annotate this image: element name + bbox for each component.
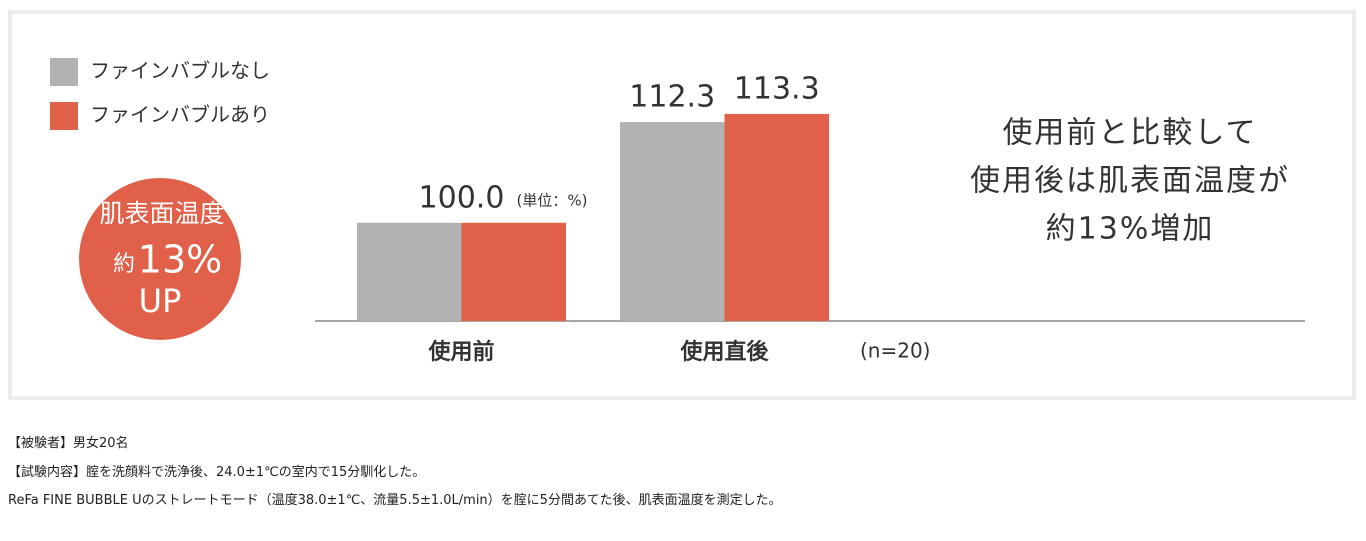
- legend-label: ファインバブルあり: [90, 103, 270, 127]
- x-tick-label: 使用前: [427, 339, 494, 365]
- x-tick-label: 使用直後: [679, 339, 769, 365]
- value-label: 113.3: [734, 71, 820, 106]
- sample-note: (n=20): [860, 339, 931, 363]
- annotation: 使用後は肌表面温度が: [970, 164, 1290, 199]
- bar: [620, 122, 725, 321]
- badge: [79, 178, 241, 340]
- legend-label: ファインバブルなし: [90, 59, 270, 83]
- unit-label: (単位：%): [517, 191, 588, 209]
- note-line: ReFa FINE BUBBLE Uのストレートモード（温度38.0±1℃、流量…: [8, 493, 782, 508]
- note-line: 【被験者】男女20名: [8, 436, 129, 451]
- bar: [724, 113, 829, 321]
- badge-text: 約: [113, 252, 135, 277]
- annotation: 使用前と比較して: [1002, 116, 1257, 151]
- annotation: 約13%増加: [1046, 212, 1215, 247]
- legend-swatch: [50, 58, 78, 86]
- badge-text: 肌表面温度: [99, 199, 224, 228]
- note-line: 【試験内容】腟を洗顔料で洗浄後、24.0±1℃の室内で15分馴化した。: [8, 464, 426, 480]
- value-label: 112.3: [629, 80, 715, 115]
- bar: [461, 222, 566, 321]
- legend-swatch: [50, 102, 78, 130]
- bar: [357, 222, 462, 321]
- badge-text: 13%: [138, 238, 222, 282]
- badge-text: UP: [139, 282, 182, 320]
- value-label: 100.0: [419, 180, 505, 215]
- notes: 【被験者】男女20名【試験内容】腟を洗顔料で洗浄後、24.0±1℃の室内で15分…: [8, 430, 782, 516]
